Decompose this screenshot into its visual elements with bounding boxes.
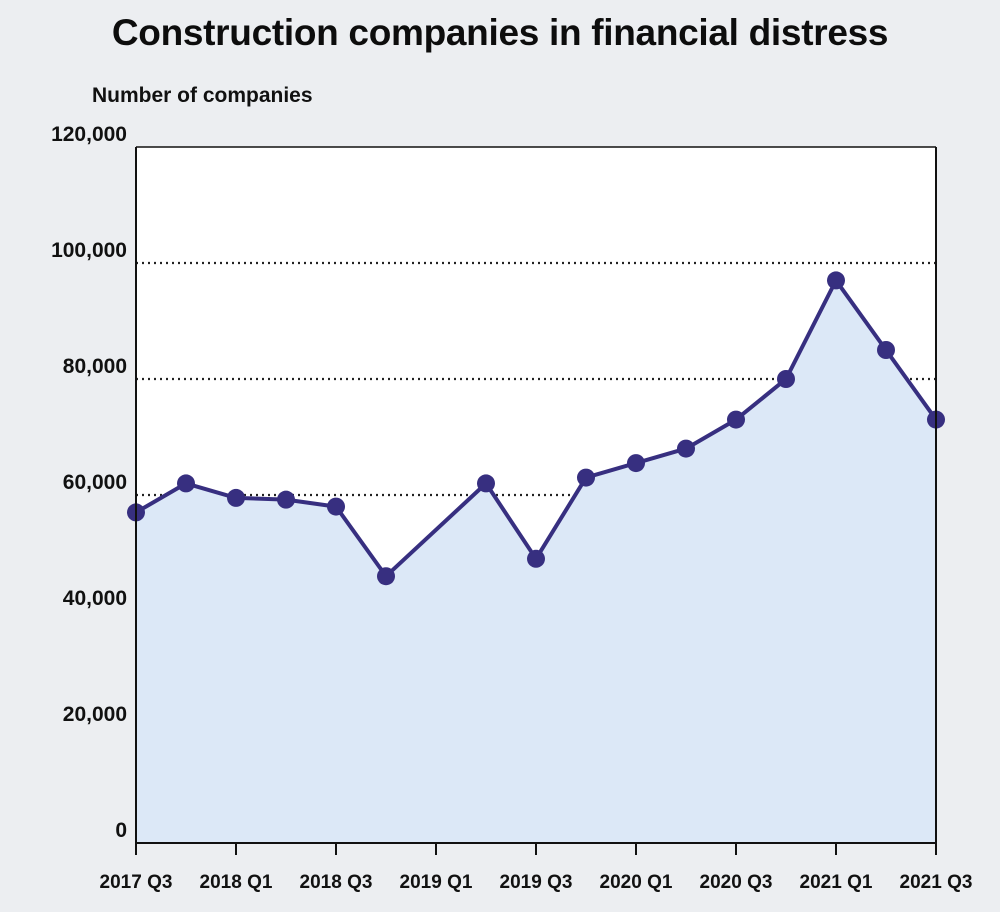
- x-tick-label: 2021 Q3: [900, 872, 973, 893]
- y-tick-label: 100,000: [51, 239, 127, 262]
- data-point-2021-q1: [827, 271, 845, 290]
- y-tick-label: 120,000: [51, 123, 127, 146]
- data-point-2017-q4: [177, 474, 195, 493]
- x-tick-label: 2018 Q3: [300, 872, 373, 893]
- x-tick-labels: 2017 Q3 2018 Q1 2018 Q3 2019 Q1 2019 Q3 2020 …: [100, 843, 973, 893]
- y-tick-label: 80,000: [63, 355, 127, 378]
- data-point-2020-q4: [777, 370, 795, 388]
- data-point-2021-q2: [877, 341, 895, 359]
- y-axis-label: Number of companies: [92, 84, 313, 107]
- data-point-2018-q1: [227, 488, 245, 507]
- x-tick-label: 2019 Q1: [400, 872, 473, 893]
- data-point-2019-q2: [477, 474, 495, 493]
- x-tick-label: 2017 Q3: [100, 872, 173, 893]
- y-tick-label: 20,000: [63, 703, 127, 726]
- y-tick-label: 0: [115, 819, 127, 842]
- data-point-2019-q3: [527, 549, 545, 568]
- y-tick-label: 40,000: [63, 587, 127, 610]
- data-point-2018-q3: [327, 497, 345, 516]
- chart-title: Construction companies in financial dist…: [111, 12, 889, 53]
- data-point-2019-q4: [577, 468, 595, 487]
- data-point-2020-q3: [727, 410, 745, 429]
- data-point-2020-q2: [677, 439, 695, 458]
- x-tick-label: 2018 Q1: [200, 872, 273, 893]
- y-tick-label: 60,000: [63, 471, 127, 494]
- data-point-2018-q4: [377, 567, 395, 586]
- y-tick-labels: 0 20,000 40,000 60,000 80,000 100,000 120,000: [51, 123, 127, 842]
- x-tick-label: 2020 Q3: [700, 872, 773, 893]
- x-tick-label: 2019 Q3: [500, 872, 573, 893]
- series-line: [134, 278, 938, 579]
- x-tick-label: 2021 Q1: [800, 872, 873, 893]
- data-point-2018-q2: [277, 490, 295, 509]
- data-point-2020-q1: [627, 454, 645, 473]
- x-tick-label: 2020 Q1: [600, 872, 673, 893]
